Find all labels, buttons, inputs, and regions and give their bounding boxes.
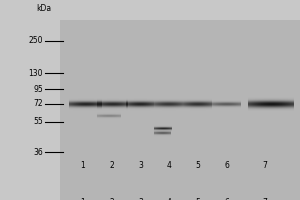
Text: 72: 72 xyxy=(34,99,43,108)
Text: 4: 4 xyxy=(167,198,172,200)
Text: 55: 55 xyxy=(33,117,43,126)
Text: 6: 6 xyxy=(224,161,229,170)
Text: 4: 4 xyxy=(167,161,172,170)
Text: 95: 95 xyxy=(33,85,43,94)
Text: 6: 6 xyxy=(224,198,229,200)
Text: kDa: kDa xyxy=(36,4,51,13)
Text: 3: 3 xyxy=(138,161,143,170)
Text: 2: 2 xyxy=(109,161,114,170)
Text: 5: 5 xyxy=(196,161,200,170)
Text: 36: 36 xyxy=(33,148,43,157)
Text: 3: 3 xyxy=(138,198,143,200)
Text: 7: 7 xyxy=(263,198,268,200)
Text: 5: 5 xyxy=(196,198,200,200)
Text: 1: 1 xyxy=(80,161,85,170)
Text: 250: 250 xyxy=(29,36,43,45)
Text: 130: 130 xyxy=(29,69,43,78)
Text: 2: 2 xyxy=(109,198,114,200)
Text: 7: 7 xyxy=(263,161,268,170)
Text: 1: 1 xyxy=(80,198,85,200)
